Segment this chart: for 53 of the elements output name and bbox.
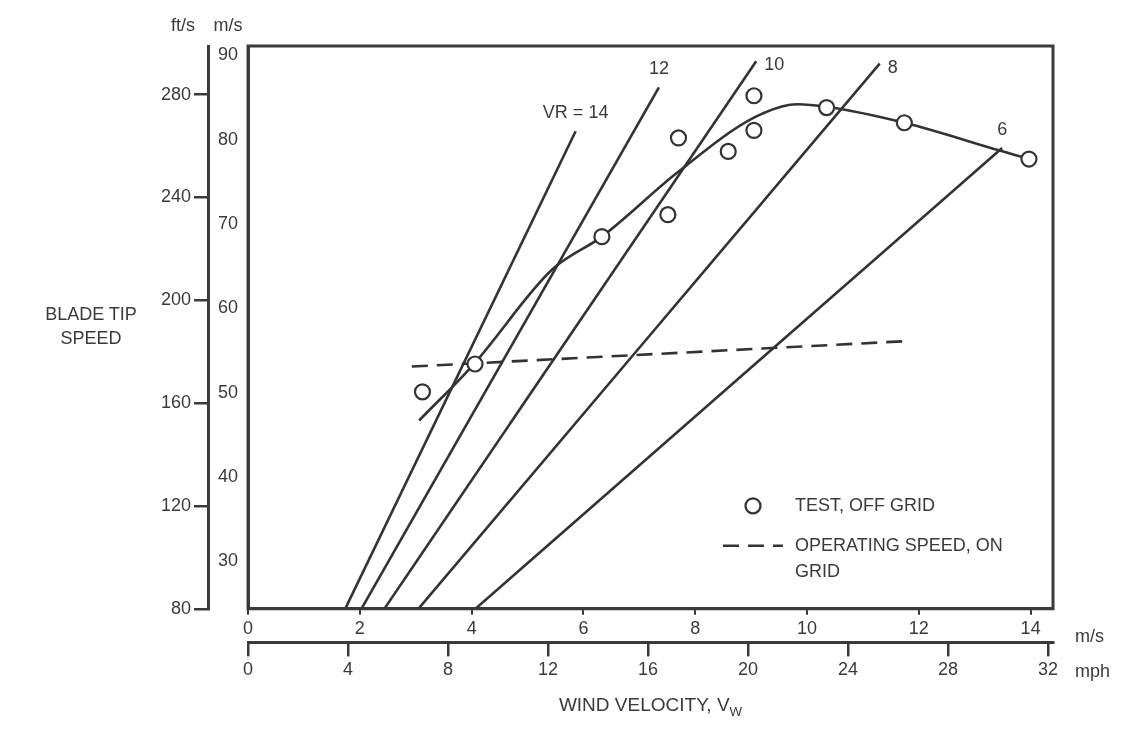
x2-tick-label: 0 <box>243 659 254 680</box>
x-tick-label: 2 <box>354 617 365 638</box>
x-tick-label: 12 <box>908 617 929 638</box>
x-tick-label: 14 <box>1020 617 1041 638</box>
point <box>413 383 432 401</box>
point <box>745 87 763 105</box>
x2-tick-label: 28 <box>937 659 959 680</box>
x2-tick-label: 4 <box>343 659 354 680</box>
x2-tick-label: 24 <box>838 659 859 680</box>
legend-label: TEST, OFF GRID <box>795 494 936 515</box>
point <box>818 98 836 117</box>
point <box>593 228 611 246</box>
y-tick-label: 90 <box>218 44 239 65</box>
annotation: 10 <box>764 54 785 75</box>
y2-axis-title: ft/s <box>171 14 196 35</box>
y2-tick-label: 200 <box>160 289 192 310</box>
y2-tick-label: 240 <box>160 186 192 207</box>
point <box>466 355 484 373</box>
point <box>745 121 763 139</box>
y-tick-label: 70 <box>218 212 239 233</box>
text: m/s <box>1075 625 1104 646</box>
legend-label: OPERATING SPEED, ON GRID <box>795 534 1003 581</box>
y-tick-label: 50 <box>218 381 239 402</box>
y-tick-label: 40 <box>218 466 239 487</box>
y-tick-label: 60 <box>218 297 239 318</box>
y-tick-label: 30 <box>218 550 239 571</box>
point <box>719 142 737 161</box>
y2-tick-label: 120 <box>160 494 192 515</box>
annotation: VR = 14 <box>542 102 609 123</box>
x-tick-label: 10 <box>797 617 818 638</box>
annotation: 12 <box>648 58 669 79</box>
x2-tick-label: 32 <box>1037 659 1059 680</box>
x2-axis-title: mph <box>1075 660 1111 681</box>
x2-tick-label: 12 <box>538 659 559 680</box>
point <box>1020 150 1038 168</box>
x-tick-label: 6 <box>578 617 589 638</box>
annotation: 8 <box>887 56 898 77</box>
y2-tick-label: 280 <box>160 83 192 104</box>
point <box>669 129 688 147</box>
x-tick-label: 8 <box>690 617 701 638</box>
x2-tick-label: 20 <box>738 659 759 680</box>
y-axis-title: m/s <box>213 14 243 35</box>
annotation: 6 <box>997 119 1008 140</box>
x-tick-label: 4 <box>466 617 477 638</box>
y-tick-label: 80 <box>218 128 239 149</box>
y2-tick-label: 160 <box>160 392 192 413</box>
x2-tick-label: 8 <box>443 659 454 680</box>
x2-tick-label: 16 <box>638 659 659 680</box>
point <box>659 206 677 224</box>
text: BLADE TIP SPEED <box>45 304 137 349</box>
y2-tick-label: 80 <box>171 597 192 618</box>
point <box>895 114 913 132</box>
x-tick-label: 0 <box>243 617 254 638</box>
